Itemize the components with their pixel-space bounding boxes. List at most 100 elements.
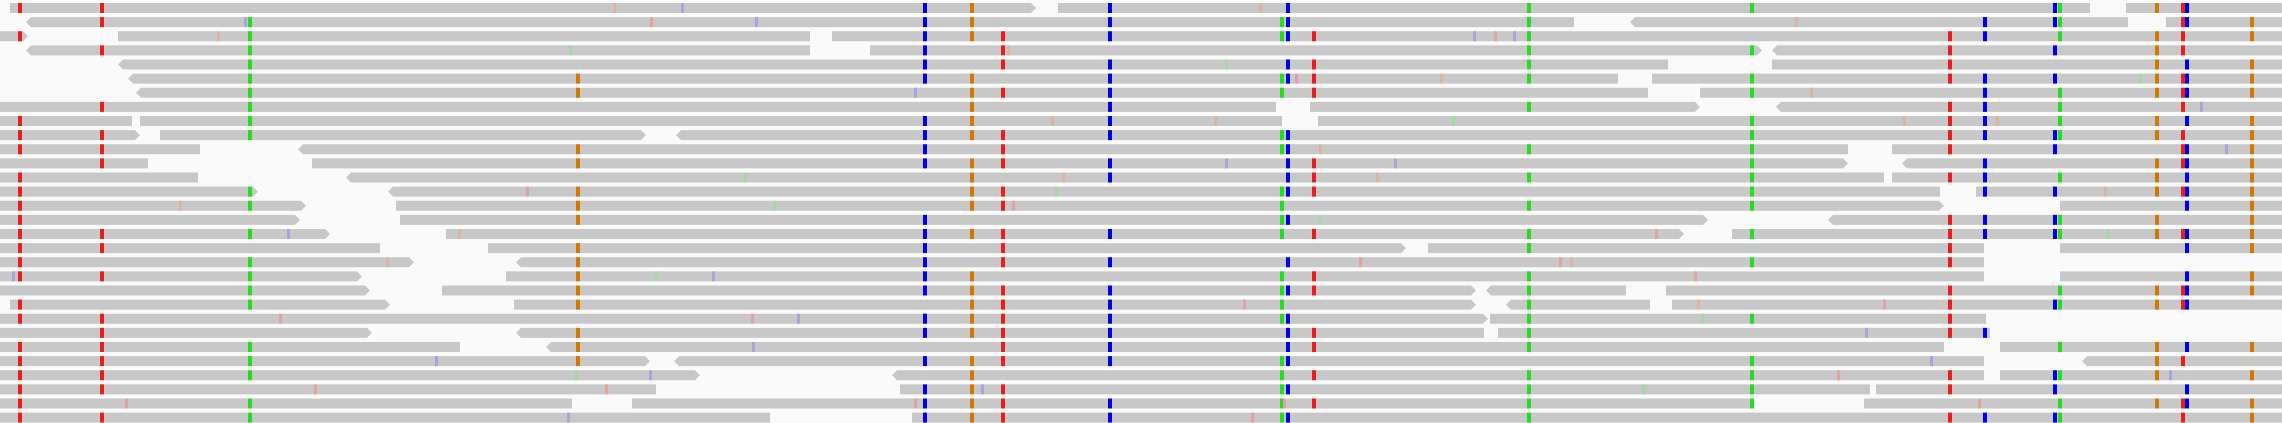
aligned-read[interactable] [20,101,1276,112]
low-quality-mismatch [681,3,684,13]
aligned-read[interactable] [1772,59,2282,70]
mismatch-base [1527,327,1531,338]
aligned-read[interactable] [1318,115,2282,126]
mismatch-base [100,45,104,56]
aligned-read[interactable] [488,243,1406,254]
aligned-read[interactable] [0,341,460,352]
aligned-read[interactable] [0,186,258,197]
aligned-read[interactable] [1864,398,2282,409]
mismatch-base [1983,327,1987,338]
aligned-read[interactable] [1310,101,1700,112]
aligned-read[interactable] [870,45,1762,56]
aligned-read[interactable] [0,130,140,141]
aligned-read[interactable] [892,370,1984,381]
aligned-read[interactable] [1428,243,1984,254]
aligned-read[interactable] [676,130,2282,141]
mismatch-base [1108,313,1112,324]
mismatch-base [2250,285,2254,296]
aligned-read[interactable] [1976,186,2282,197]
mismatch-base [1001,412,1005,423]
aligned-read[interactable] [0,412,770,423]
aligned-read[interactable] [1058,3,2090,13]
aligned-read[interactable] [1732,228,2282,239]
low-quality-mismatch [1295,73,1298,84]
aligned-read[interactable] [1772,45,2282,56]
aligned-read[interactable] [0,172,198,183]
aligned-read[interactable] [0,398,572,409]
aligned-read[interactable] [1776,101,2282,112]
aligned-read[interactable] [832,31,2282,42]
aligned-read[interactable] [396,200,1944,211]
aligned-read[interactable] [26,17,1574,28]
aligned-read[interactable] [0,214,300,225]
aligned-read[interactable] [546,341,1944,352]
aligned-read[interactable] [674,356,1984,367]
aligned-read[interactable] [516,327,1484,338]
aligned-read[interactable] [128,73,1618,84]
mismatch-base [1312,172,1316,183]
aligned-read[interactable] [900,384,1870,395]
aligned-read[interactable] [160,130,646,141]
mismatch-base [2185,87,2189,98]
aligned-read[interactable] [1506,299,1650,310]
aligned-read[interactable] [0,257,414,268]
aligned-read[interactable] [516,257,1984,268]
mismatch-base [1527,228,1531,239]
aligned-read[interactable] [1486,285,1626,296]
mismatch-base [1001,87,1005,98]
aligned-read[interactable] [26,45,810,56]
aligned-read[interactable] [10,299,390,310]
mismatch-base [1750,87,1754,98]
aligned-read[interactable] [0,327,372,338]
aligned-read[interactable] [0,115,132,126]
aligned-read[interactable] [0,31,28,42]
aligned-read[interactable] [1498,327,1990,338]
aligned-read[interactable] [0,200,306,211]
aligned-read[interactable] [2060,271,2282,282]
aligned-read[interactable] [2060,243,2282,254]
aligned-read[interactable] [446,228,1684,239]
aligned-read[interactable] [0,313,1488,324]
aligned-read[interactable] [118,59,1668,70]
aligned-read[interactable] [0,285,370,296]
aligned-read[interactable] [2126,3,2282,13]
aligned-read[interactable] [388,186,1940,197]
aligned-read[interactable] [1876,384,2282,395]
aligned-read[interactable] [514,299,1476,310]
aligned-read[interactable] [1666,285,2282,296]
aligned-read[interactable] [312,158,1848,169]
mismatch-base [1527,285,1531,296]
aligned-read[interactable] [1672,299,2282,310]
aligned-read[interactable] [140,115,1282,126]
aligned-read[interactable] [2000,370,2282,381]
aligned-read[interactable] [0,101,20,112]
aligned-read[interactable] [136,87,1648,98]
aligned-read[interactable] [2060,200,2282,211]
aligned-read[interactable] [10,3,1036,13]
aligned-read[interactable] [0,243,380,254]
aligned-read[interactable] [1630,17,2128,28]
aligned-read[interactable] [912,412,2282,423]
aligned-read[interactable] [0,384,656,395]
aligned-read[interactable] [0,158,148,169]
aligned-read[interactable] [0,271,362,282]
aligned-read[interactable] [0,370,700,381]
mismatch-base [248,341,252,352]
aligned-read[interactable] [506,271,1984,282]
aligned-read[interactable] [298,144,1848,155]
aligned-read[interactable] [1652,73,2282,84]
aligned-read[interactable] [346,172,1884,183]
aligned-read[interactable] [0,228,330,239]
aligned-read[interactable] [400,214,1708,225]
aligned-read[interactable] [0,356,650,367]
aligned-read[interactable] [1892,172,2282,183]
mismatch-base [1280,356,1284,367]
aligned-read[interactable] [442,285,1476,296]
aligned-read[interactable] [632,398,1754,409]
aligned-read[interactable] [1902,158,2282,169]
aligned-read[interactable] [1700,87,2282,98]
aligned-read[interactable] [1490,313,1986,324]
aligned-read[interactable] [118,31,810,42]
aligned-read[interactable] [2000,341,2282,352]
